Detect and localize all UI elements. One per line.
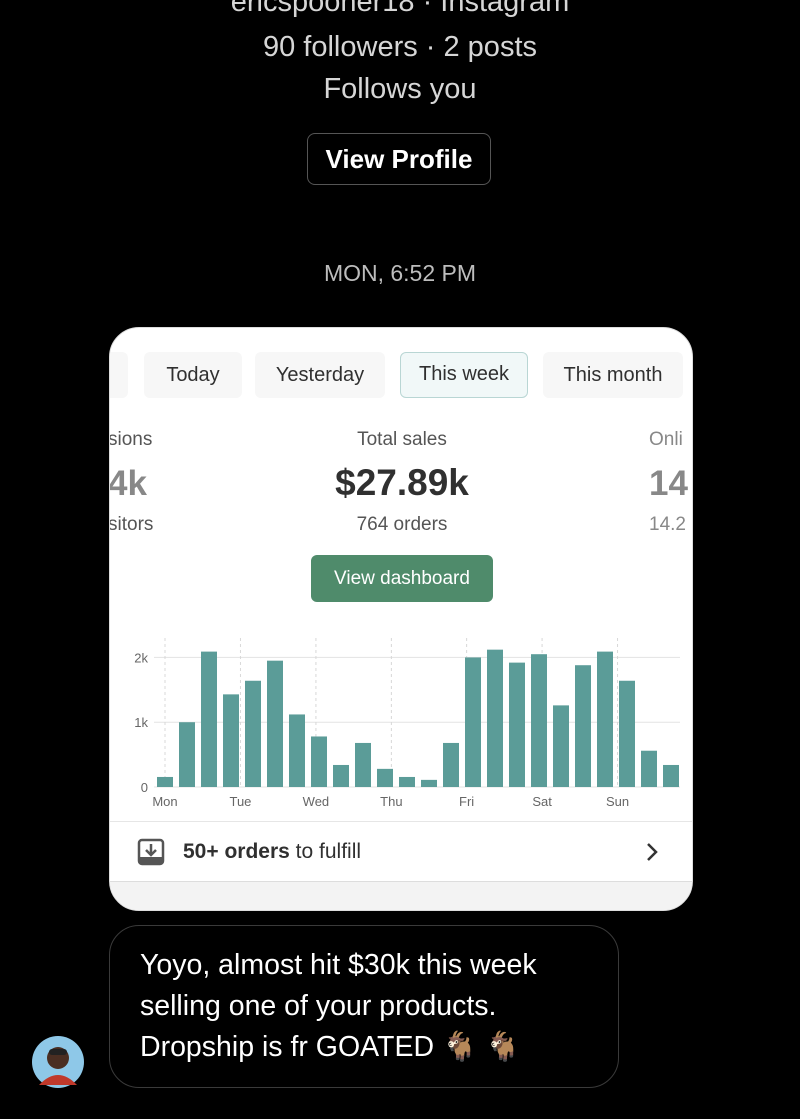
chevron — [647, 843, 658, 861]
y-tick-label: 1k — [134, 715, 148, 730]
view-profile-button[interactable]: View Profile — [307, 133, 491, 185]
bar — [531, 654, 547, 787]
stat-label: Total sales — [357, 429, 447, 450]
bar — [201, 651, 217, 787]
bar — [421, 779, 437, 787]
stat-sublabel: 14.2 — [649, 514, 686, 535]
profile-stats: 90 followers · 2 posts — [262, 31, 537, 63]
tab: This month — [543, 352, 683, 398]
tab: Yesterday — [255, 352, 385, 398]
stat-value: 4k — [109, 464, 147, 503]
bar — [443, 742, 459, 787]
bar — [575, 665, 591, 787]
view-dashboard-button[interactable]: View dashboard — [311, 555, 493, 602]
timestamp: MON, 6:52 PM — [323, 260, 477, 286]
tab-partial — [110, 352, 128, 398]
orders-count: 50+ orders — [183, 840, 290, 863]
bar — [377, 768, 393, 787]
bar — [465, 657, 481, 787]
stat-label: Onli — [649, 429, 683, 450]
x-tick-label: Sun — [606, 794, 629, 809]
sales-chart: 0 1k 2k Mon Tue Wed Thu Fri Sat Sun — [134, 638, 680, 809]
bar — [157, 776, 173, 787]
stat-value: $27.89k — [335, 462, 469, 503]
x-tick-label: Tue — [229, 794, 251, 809]
username: ericspooner18 · Instagram — [230, 0, 570, 18]
avatar[interactable] — [31, 1035, 85, 1089]
message-bubble — [109, 925, 619, 1088]
relation: Follows you — [323, 73, 477, 105]
x-tick-label: Sat — [532, 794, 552, 809]
stat-label: sions — [109, 429, 153, 450]
shared-screenshot[interactable]: Today Yesterday This week This month sio… — [109, 327, 693, 911]
bar — [355, 742, 371, 787]
y-tick-label: 0 — [141, 780, 148, 795]
bar — [267, 660, 283, 787]
x-tick-label: Thu — [380, 794, 402, 809]
bar — [333, 764, 349, 787]
bar — [641, 750, 657, 787]
bar — [245, 680, 261, 787]
bar — [399, 776, 415, 787]
stat-sublabel: 764 orders — [356, 514, 448, 535]
bar — [179, 722, 195, 787]
stat-value: 14 — [649, 464, 688, 503]
bar — [663, 764, 679, 787]
message-text: Yoyo, almost hit $30k this week selling … — [140, 949, 537, 1063]
tab: This week — [400, 352, 528, 398]
card-footer — [110, 881, 692, 910]
fulfill-row[interactable]: 50+ orders to fulfill — [110, 821, 692, 882]
x-tick-label: Mon — [152, 794, 177, 809]
inbox-icon — [137, 838, 165, 866]
y-tick-label: 2k — [134, 650, 148, 665]
tab: Today — [144, 352, 242, 398]
x-tick-label: Fri — [459, 794, 474, 809]
stat-sublabel: sitors — [109, 514, 154, 535]
fulfill-text: to fulfill — [295, 840, 362, 863]
bar — [619, 680, 635, 787]
x-tick-label: Wed — [303, 794, 330, 809]
bar — [223, 694, 239, 787]
bar — [311, 736, 327, 787]
bar — [509, 662, 525, 787]
bar — [597, 651, 613, 787]
bar — [289, 714, 305, 787]
bar — [487, 649, 503, 787]
bar — [553, 705, 569, 787]
